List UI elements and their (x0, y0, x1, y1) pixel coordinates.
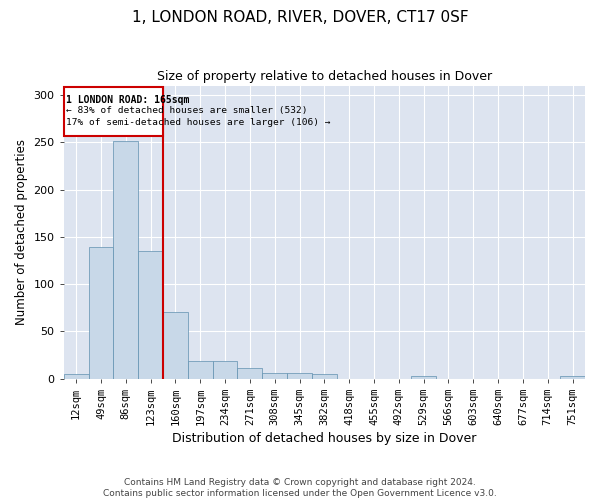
FancyBboxPatch shape (64, 88, 163, 136)
Bar (163, 312, 188, 378)
Bar (113, 142, 138, 378)
Bar (188, 360, 212, 378)
Text: ← 83% of detached houses are smaller (532): ← 83% of detached houses are smaller (53… (66, 106, 308, 116)
Bar (560, 376, 585, 378)
Y-axis label: Number of detached properties: Number of detached properties (15, 139, 28, 325)
Bar (312, 374, 337, 378)
Bar (287, 373, 312, 378)
Text: 1, LONDON ROAD, RIVER, DOVER, CT17 0SF: 1, LONDON ROAD, RIVER, DOVER, CT17 0SF (131, 10, 469, 25)
Bar (64, 374, 89, 378)
Bar (89, 247, 113, 378)
Text: 17% of semi-detached houses are larger (106) →: 17% of semi-detached houses are larger (… (66, 118, 331, 126)
Text: Contains HM Land Registry data © Crown copyright and database right 2024.
Contai: Contains HM Land Registry data © Crown c… (103, 478, 497, 498)
Title: Size of property relative to detached houses in Dover: Size of property relative to detached ho… (157, 70, 492, 83)
Bar (138, 251, 163, 378)
X-axis label: Distribution of detached houses by size in Dover: Distribution of detached houses by size … (172, 432, 476, 445)
Text: 1 LONDON ROAD: 165sqm: 1 LONDON ROAD: 165sqm (66, 95, 190, 105)
Bar (238, 368, 262, 378)
Bar (212, 360, 238, 378)
Bar (411, 376, 436, 378)
Bar (262, 373, 287, 378)
